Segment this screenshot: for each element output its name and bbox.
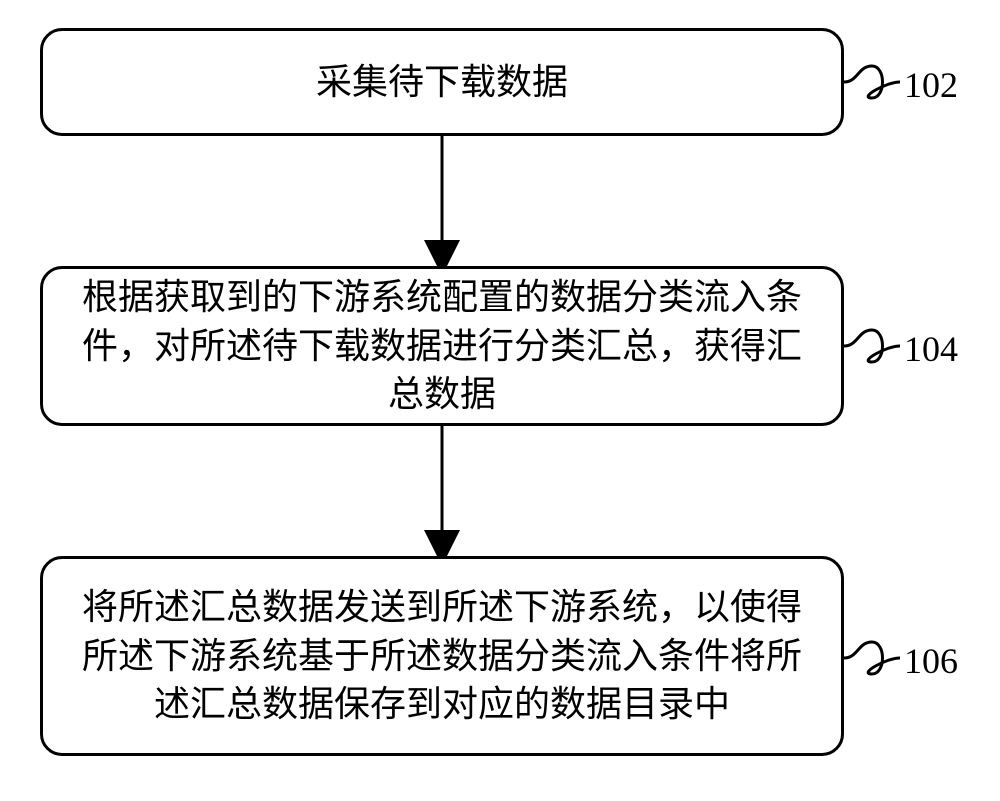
flow-node-1: 采集待下载数据 (40, 28, 844, 136)
flow-node-3-text: 将所述汇总数据发送到所述下游系统，以使得所述下游系统基于所述数据分类流入条件将所… (67, 583, 817, 729)
step-label-106-text: 106 (904, 641, 958, 681)
flow-node-1-text: 采集待下载数据 (316, 58, 568, 107)
step-label-106: 106 (904, 640, 958, 682)
step-label-104: 104 (904, 328, 958, 370)
step-label-104-text: 104 (904, 329, 958, 369)
step-label-102-text: 102 (904, 65, 958, 105)
step-label-102: 102 (904, 64, 958, 106)
flow-node-2: 根据获取到的下游系统配置的数据分类流入条件，对所述待下载数据进行分类汇总，获得汇… (40, 266, 844, 426)
flow-node-2-text: 根据获取到的下游系统配置的数据分类流入条件，对所述待下载数据进行分类汇总，获得汇… (67, 273, 817, 419)
flow-node-3: 将所述汇总数据发送到所述下游系统，以使得所述下游系统基于所述数据分类流入条件将所… (40, 556, 844, 756)
flowchart-canvas: 采集待下载数据 根据获取到的下游系统配置的数据分类流入条件，对所述待下载数据进行… (0, 0, 1000, 801)
